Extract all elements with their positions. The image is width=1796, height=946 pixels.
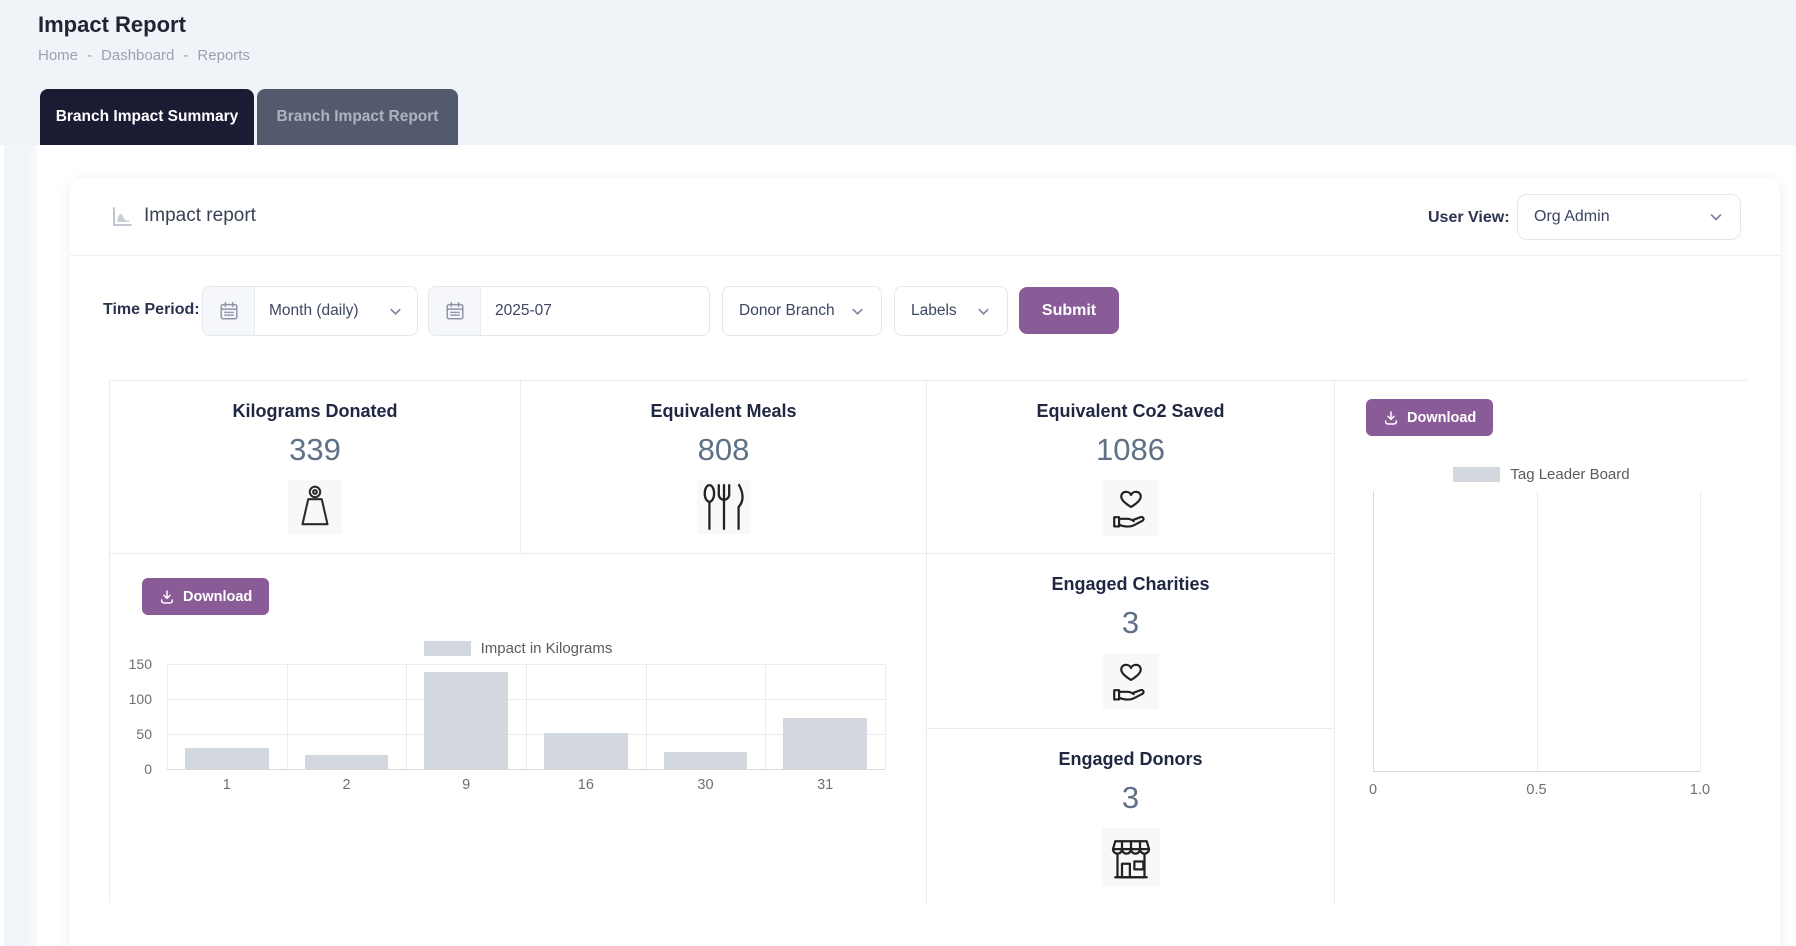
breadcrumb-reports: Reports xyxy=(197,47,250,64)
card-header: Impact report User View: Org Admin xyxy=(70,178,1780,256)
storefront-icon xyxy=(1101,828,1160,886)
stat-kilograms-donated: Kilograms Donated 339 xyxy=(110,381,521,554)
labels-select[interactable]: Labels xyxy=(894,286,1008,336)
chevron-down-icon xyxy=(976,304,991,319)
breadcrumb-separator: - xyxy=(183,47,189,64)
period-month-input[interactable] xyxy=(495,302,695,320)
bar-day-16 xyxy=(543,733,628,769)
chevron-down-icon xyxy=(1708,209,1724,225)
chart-icon xyxy=(110,205,134,229)
impact-report-card: Impact report User View: Org Admin Time … xyxy=(70,178,1780,946)
stat-value: 3 xyxy=(1121,605,1140,640)
breadcrumb-separator: - xyxy=(87,47,93,64)
legend-label: Tag Leader Board xyxy=(1510,466,1630,483)
user-view-label: User View: xyxy=(1428,209,1510,226)
stat-title: Equivalent Co2 Saved xyxy=(1036,401,1225,421)
user-view-value: Org Admin xyxy=(1534,208,1610,225)
page-title: Impact Report xyxy=(38,12,186,37)
submit-button[interactable]: Submit xyxy=(1019,287,1119,334)
legend-label: Impact in Kilograms xyxy=(480,640,613,657)
download-label: Download xyxy=(1407,409,1477,426)
stat-title: Equivalent Meals xyxy=(650,401,797,421)
bar-day-9 xyxy=(424,672,509,769)
stat-title: Kilograms Donated xyxy=(232,401,398,421)
calendar-icon xyxy=(203,287,255,335)
tag-leaderboard-chart xyxy=(1373,491,1701,772)
weight-icon xyxy=(288,480,342,534)
breadcrumb-home[interactable]: Home xyxy=(38,47,79,64)
leaderboard-legend: Tag Leader Board xyxy=(1335,466,1748,483)
leaderboard-x-axis-labels: 0 0.5 1.0 xyxy=(1368,782,1711,798)
stat-value: 808 xyxy=(697,432,750,467)
period-value-group xyxy=(428,286,710,336)
stat-value: 3 xyxy=(1121,780,1140,815)
download-label: Download xyxy=(183,588,253,605)
stat-title: Engaged Charities xyxy=(1051,574,1210,594)
stat-value: 339 xyxy=(289,432,341,467)
calendar-icon xyxy=(429,287,481,335)
tab-branch-impact-summary[interactable]: Branch Impact Summary xyxy=(40,89,254,145)
stat-equivalent-meals: Equivalent Meals 808 xyxy=(521,381,927,554)
donor-branch-select[interactable]: Donor Branch xyxy=(722,286,882,336)
bar-day-30 xyxy=(663,752,748,769)
heart-hand-icon xyxy=(1102,653,1159,709)
period-type-value: Month (daily) xyxy=(269,302,359,319)
download-leaderboard-button[interactable]: Download xyxy=(1366,399,1494,436)
card-title: Impact report xyxy=(144,205,256,226)
tab-branch-impact-report[interactable]: Branch Impact Report xyxy=(257,89,458,145)
download-impact-chart-button[interactable]: Download xyxy=(142,578,270,615)
legend-swatch xyxy=(1453,467,1501,482)
impact-kilograms-chart xyxy=(167,664,886,770)
utensils-icon xyxy=(696,480,751,534)
time-period-label: Time Period: xyxy=(103,301,200,318)
stat-value: 1086 xyxy=(1096,432,1165,467)
heart-hand-icon xyxy=(1102,480,1159,536)
user-view-select[interactable]: Org Admin xyxy=(1517,194,1741,240)
download-icon xyxy=(1383,410,1399,426)
stat-co2-saved: Equivalent Co2 Saved 1086 xyxy=(927,381,1335,554)
impact-chart-legend: Impact in Kilograms xyxy=(110,640,926,657)
chevron-down-icon xyxy=(388,304,403,319)
impact-kilograms-panel: Download Impact in Kilograms 0 50 100 150 1… xyxy=(110,554,927,904)
impact-chart-x-axis-labels: 1 2 9 16 30 31 xyxy=(222,777,834,793)
labels-value: Labels xyxy=(911,302,957,319)
legend-swatch xyxy=(423,641,471,656)
chevron-down-icon xyxy=(850,304,865,319)
stat-engaged-charities: Engaged Charities 3 xyxy=(927,554,1335,729)
stats-grid: Kilograms Donated 339 Equivalent Meals 8… xyxy=(109,380,1748,904)
breadcrumb: Home - Dashboard - Reports xyxy=(38,47,250,64)
bar-day-2 xyxy=(304,755,389,769)
tag-leaderboard-panel: Download Tag Leader Board 0 0.5 1.0 xyxy=(1335,381,1748,904)
breadcrumb-dashboard[interactable]: Dashboard xyxy=(101,47,175,64)
bar-day-31 xyxy=(783,717,868,769)
left-strip xyxy=(4,145,37,946)
donor-branch-value: Donor Branch xyxy=(739,302,835,319)
tab-bar: Branch Impact Summary Branch Impact Repo… xyxy=(40,89,458,145)
stat-engaged-donors: Engaged Donors 3 xyxy=(927,729,1335,904)
impact-chart-y-axis-labels: 0 50 100 150 xyxy=(128,656,152,777)
stat-title: Engaged Donors xyxy=(1058,749,1203,769)
period-type-select[interactable]: Month (daily) xyxy=(202,286,418,336)
download-icon xyxy=(159,589,175,605)
bar-day-1 xyxy=(184,748,269,769)
